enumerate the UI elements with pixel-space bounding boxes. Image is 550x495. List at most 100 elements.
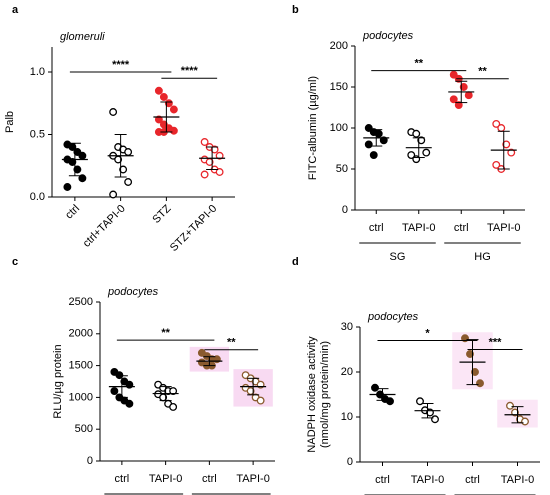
y-tick-label: 1500	[69, 360, 93, 372]
data-point	[125, 399, 134, 408]
data-point	[63, 183, 72, 191]
data-point	[492, 119, 501, 128]
data-point	[154, 86, 163, 95]
y-axis-label: Palb	[4, 111, 16, 133]
x-tick-label: ctrl	[369, 222, 384, 234]
data-point	[417, 136, 426, 145]
data-point	[68, 158, 77, 166]
data-point	[374, 129, 383, 138]
data-point	[497, 124, 506, 132]
data-point	[416, 397, 424, 406]
data-point	[200, 138, 209, 146]
data-point	[73, 165, 82, 174]
x-tick-label: TAPI-0	[236, 473, 269, 485]
panel-label: c	[12, 256, 18, 268]
data-point	[369, 151, 378, 160]
significance-label: ***	[489, 336, 503, 348]
x-tick-label: TAPI-0	[501, 474, 534, 486]
data-point	[159, 93, 168, 101]
y-axis-label: RLU/µg protein	[52, 344, 64, 418]
data-point	[386, 397, 394, 406]
data-point	[169, 402, 178, 411]
group-label: SG	[390, 251, 406, 263]
data-point	[371, 383, 379, 392]
y-tick-label: 500	[75, 423, 93, 435]
subtitle: podocytes	[362, 30, 414, 42]
y-tick-label: 50	[336, 163, 348, 175]
data-point	[73, 148, 82, 156]
y-axis-label: NADPH oxidase activity	[306, 336, 318, 453]
data-point	[124, 178, 133, 186]
data-point	[466, 350, 474, 358]
x-tick-label: TAPI-0	[402, 222, 435, 234]
x-tick-label: ctrl	[202, 473, 217, 485]
y-tick-label: 0.5	[30, 128, 45, 140]
y-axis-label: (nmol/mg protein/min)	[319, 341, 331, 448]
data-point	[506, 401, 514, 410]
data-point	[124, 148, 133, 156]
y-tick-label: 10	[341, 411, 353, 423]
x-tick-label: TAPI-0	[487, 222, 520, 234]
data-point	[502, 140, 511, 149]
data-point	[169, 387, 178, 395]
y-tick-label: 1.0	[30, 66, 45, 78]
data-point	[379, 136, 388, 145]
panel-label: a	[12, 4, 19, 16]
y-tick-label: 0.0	[30, 191, 45, 203]
data-point	[78, 174, 87, 183]
data-point	[507, 148, 516, 157]
subtitle: podocytes	[367, 311, 419, 323]
y-tick-label: 0	[342, 204, 348, 216]
data-point	[521, 417, 529, 426]
data-point	[109, 190, 118, 199]
significance-label: ****	[181, 65, 199, 77]
y-tick-label: 0	[347, 456, 353, 468]
data-point	[159, 120, 168, 129]
significance-label: *	[425, 327, 430, 339]
y-tick-label: 1000	[69, 391, 93, 403]
y-tick-label: 200	[330, 40, 348, 52]
significance-label: **	[478, 66, 487, 78]
data-point	[364, 140, 373, 149]
data-point	[154, 115, 163, 124]
x-tick-label: TAPI-0	[411, 474, 444, 486]
data-point	[476, 379, 484, 388]
data-point	[471, 368, 479, 376]
x-tick-label: ctrl	[63, 203, 82, 222]
data-point	[109, 108, 118, 116]
data-point	[431, 415, 439, 424]
data-point	[110, 387, 119, 395]
data-point	[407, 151, 416, 160]
data-point	[78, 151, 87, 160]
data-point	[200, 170, 209, 179]
data-point	[215, 151, 224, 160]
data-point	[422, 148, 431, 157]
data-point	[464, 91, 473, 100]
y-tick-label: 0	[87, 455, 93, 467]
y-tick-label: 150	[330, 81, 348, 93]
data-point	[215, 168, 224, 176]
data-point	[256, 396, 265, 405]
panel-label: b	[292, 4, 299, 16]
significance-label: **	[161, 327, 170, 339]
data-point	[169, 126, 178, 135]
data-point	[449, 70, 458, 79]
subtitle: glomeruli	[60, 31, 105, 43]
y-tick-label: 100	[330, 122, 348, 134]
x-tick-label: ctrl	[454, 222, 469, 234]
x-tick-label: ctrl	[375, 474, 390, 486]
data-point	[169, 105, 178, 114]
data-point	[210, 145, 219, 154]
y-axis-label: FITC-albumin (µg/ml)	[307, 76, 319, 180]
data-point	[449, 95, 458, 104]
x-tick-label: ctrl	[115, 473, 130, 485]
x-tick-label: STZ	[150, 202, 173, 225]
significance-label: **	[414, 58, 423, 70]
significance-label: ****	[112, 59, 130, 71]
panel-label: d	[292, 256, 299, 268]
y-tick-label: 30	[341, 321, 353, 333]
data-point	[459, 83, 468, 91]
x-tick-label: ctrl+TAPI-0	[81, 203, 128, 250]
y-tick-label: 20	[341, 366, 353, 378]
data-point	[115, 371, 124, 380]
